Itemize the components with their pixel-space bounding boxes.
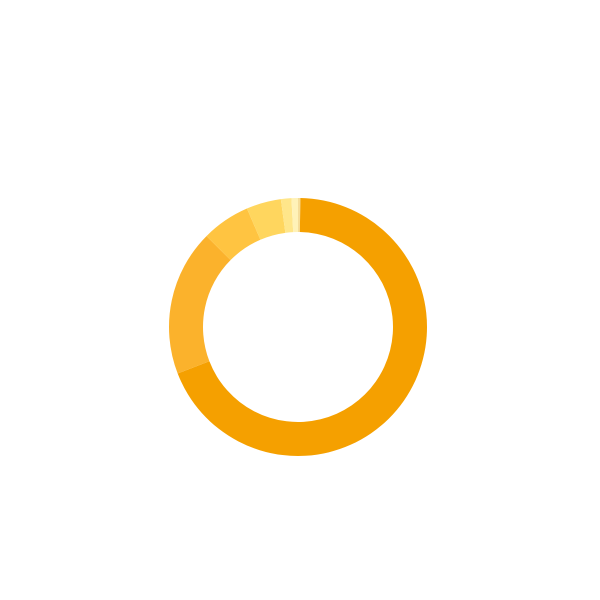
donut-slices — [169, 198, 428, 456]
donut-slice-3 — [169, 236, 231, 374]
donut-slice-7 — [291, 198, 298, 233]
donut-slice-5 — [246, 199, 286, 240]
donut-slice-4 — [206, 208, 261, 261]
donut-slice-6 — [280, 198, 294, 233]
donut-slice-1 — [298, 198, 301, 233]
